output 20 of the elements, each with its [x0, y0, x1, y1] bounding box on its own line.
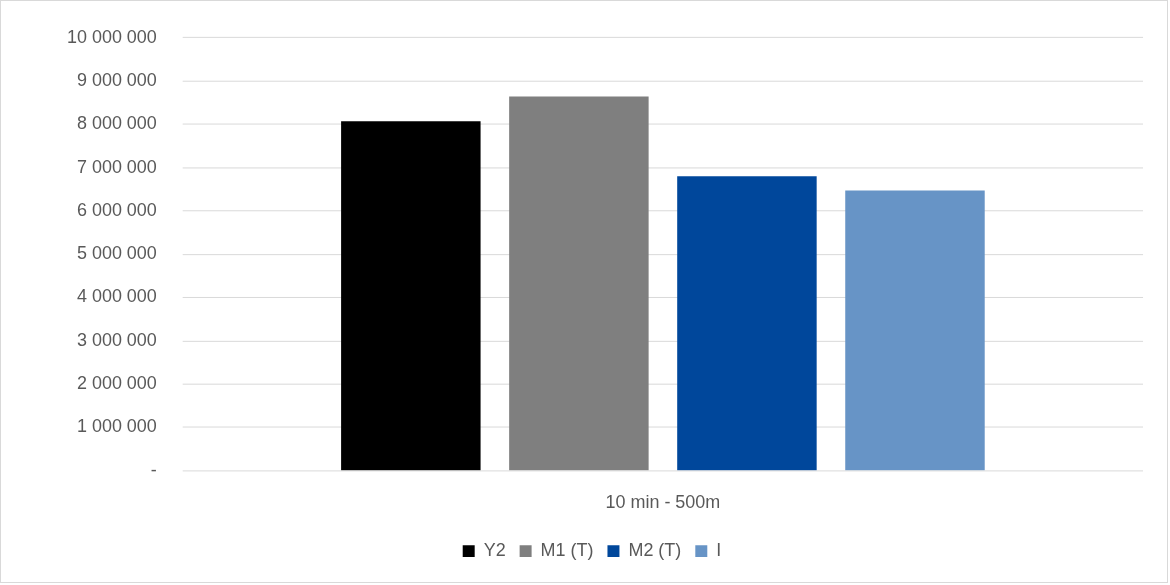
y-tick-label: 3 000 000 — [76, 329, 157, 350]
legend-label: Y2 — [483, 540, 506, 561]
x-tick-label: 10 min - 500m — [605, 492, 721, 513]
y-tick-label: 8 000 000 — [76, 113, 157, 134]
bar — [845, 190, 985, 471]
bar — [341, 121, 481, 471]
legend-label: I — [716, 540, 722, 561]
legend-label: M1 (T) — [540, 540, 594, 561]
y-tick-label: 6 000 000 — [76, 199, 157, 220]
legend-label: M2 (T) — [628, 540, 682, 561]
y-tick-label: 5 000 000 — [76, 243, 157, 264]
y-tick-label: 2 000 000 — [76, 373, 157, 394]
y-tick-label: 1 000 000 — [76, 416, 157, 437]
y-tick-label: 10 000 000 — [66, 26, 157, 47]
y-tick-label: 7 000 000 — [76, 156, 157, 177]
bar — [677, 176, 817, 471]
y-tick-label: - — [150, 459, 157, 480]
bar — [509, 96, 649, 471]
y-tick-label: 9 000 000 — [76, 69, 157, 90]
y-tick-label: 4 000 000 — [76, 286, 157, 307]
